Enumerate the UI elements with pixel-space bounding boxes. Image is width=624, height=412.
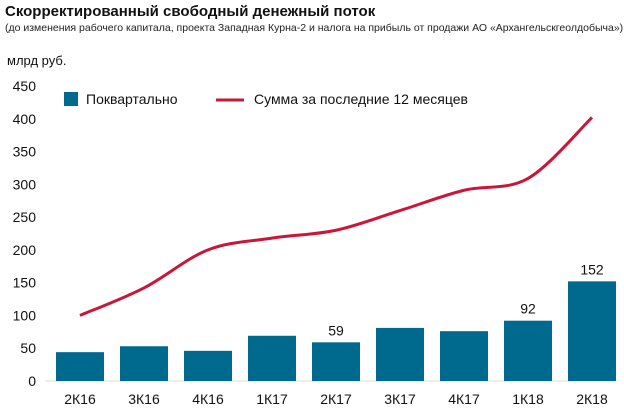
y-tick-label: 350 (13, 144, 37, 160)
data-label: 92 (520, 301, 536, 317)
bar (568, 281, 616, 381)
x-tick-label: 1К18 (512, 391, 544, 407)
data-label: 152 (580, 261, 604, 277)
bar (248, 335, 296, 381)
x-tick-label: 4К16 (192, 391, 224, 407)
bar (376, 327, 424, 381)
x-tick-label: 2К16 (64, 391, 96, 407)
y-tick-label: 0 (28, 373, 36, 389)
legend-line-label: Сумма за последние 12 месяцев (254, 91, 468, 107)
y-tick-label: 50 (20, 340, 36, 356)
legend-bar-label: Поквартально (86, 91, 178, 107)
x-tick-label: 4К17 (448, 391, 480, 407)
legend-bar-swatch (64, 92, 78, 106)
x-tick-label: 2К18 (576, 391, 608, 407)
y-tick-label: 300 (13, 176, 37, 192)
y-axis-label: млрд руб. (7, 53, 67, 68)
y-tick-label: 450 (13, 78, 37, 94)
x-tick-label: 2К17 (320, 391, 352, 407)
x-tick-label: 3К17 (384, 391, 416, 407)
y-tick-label: 250 (13, 209, 37, 225)
bar (440, 331, 488, 381)
y-tick-label: 200 (13, 242, 37, 258)
bar (312, 342, 360, 381)
chart-title: Скорректированный свободный денежный пот… (5, 3, 376, 20)
line-series (79, 116, 594, 317)
bar (184, 350, 232, 381)
bar (56, 352, 104, 381)
x-tick-label: 3К16 (128, 391, 160, 407)
bar (120, 346, 168, 381)
x-tick-label: 1К17 (256, 391, 288, 407)
data-label: 59 (328, 322, 344, 338)
y-tick-label: 100 (13, 307, 37, 323)
bar (504, 320, 552, 381)
chart-subtitle: (до изменения рабочего капитала, проекта… (5, 22, 624, 34)
y-tick-label: 150 (13, 275, 37, 291)
y-tick-label: 400 (13, 111, 37, 127)
